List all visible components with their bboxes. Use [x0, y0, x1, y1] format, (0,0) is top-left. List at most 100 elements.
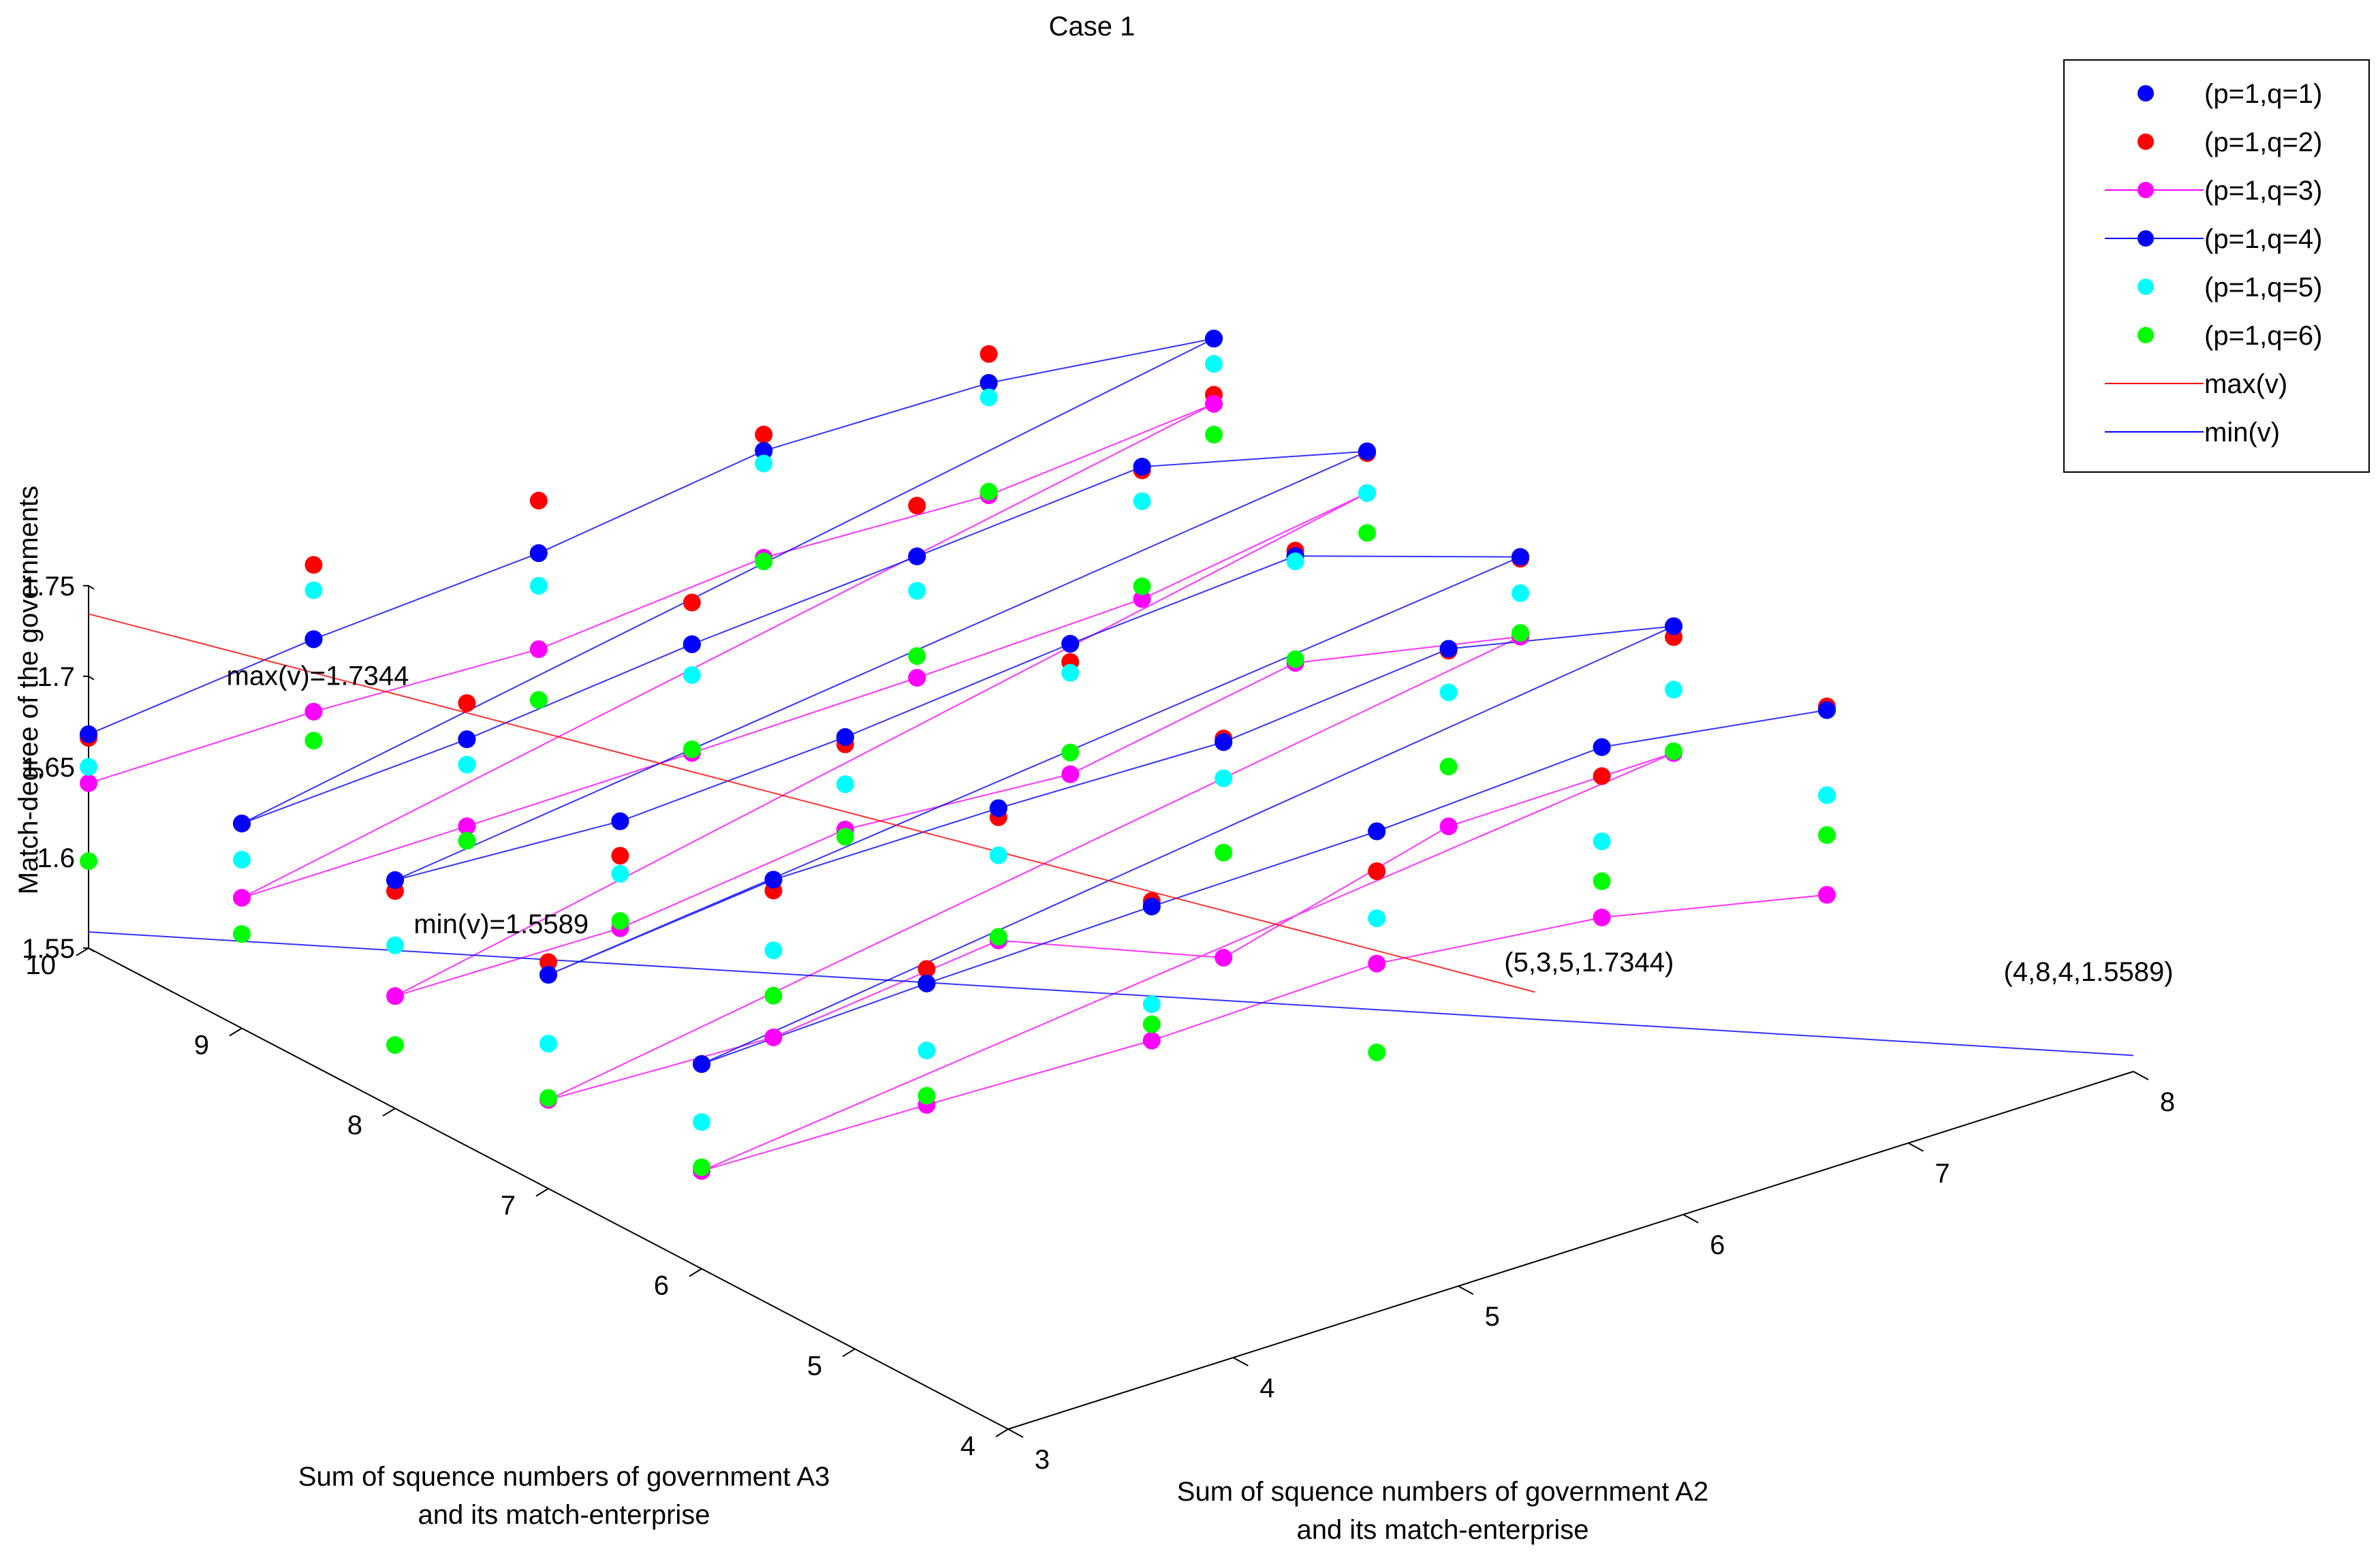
- data-point: [908, 497, 926, 515]
- data-point: [683, 593, 701, 612]
- legend-marker: [2138, 85, 2154, 101]
- series-line: [88, 338, 1828, 1065]
- data-point: [918, 1042, 936, 1060]
- legend-label: (p=1,q=5): [2204, 272, 2322, 302]
- data-point: [836, 775, 854, 794]
- data-point: [908, 669, 926, 687]
- legend-marker: [2138, 134, 2154, 150]
- chart-title: Case 1: [1049, 12, 1136, 42]
- data-point: [233, 851, 251, 869]
- z-tick-label: 1.7: [37, 662, 75, 692]
- data-point: [693, 1158, 710, 1176]
- data-point: [1593, 908, 1611, 926]
- data-point: [908, 647, 926, 666]
- data-point: [304, 581, 323, 599]
- data-point: [1512, 548, 1529, 566]
- data-point: [386, 936, 404, 954]
- y-tick: [842, 1348, 856, 1358]
- data-point: [1133, 590, 1151, 608]
- legend-label: (p=1,q=2): [2204, 127, 2322, 157]
- data-point: [233, 814, 251, 832]
- data-point: [458, 694, 476, 713]
- data-point: [611, 864, 629, 883]
- data-point: [1439, 640, 1458, 658]
- data-point: [1133, 458, 1151, 476]
- data-point: [1368, 822, 1386, 841]
- data-point: [1818, 701, 1836, 719]
- data-point: [683, 740, 701, 758]
- data-point: [1818, 886, 1836, 904]
- data-point: [1665, 742, 1682, 760]
- data-point: [918, 960, 936, 978]
- data-point: [1061, 663, 1080, 682]
- series-line: [88, 403, 1828, 1172]
- y-tick: [535, 1188, 549, 1197]
- data-point: [1061, 743, 1080, 762]
- data-point: [1142, 1031, 1161, 1050]
- annotation-label: max(v)=1.7344: [227, 661, 409, 691]
- data-point: [458, 817, 476, 835]
- data-point: [980, 374, 998, 392]
- series-lines: [88, 338, 2134, 1172]
- data-point: [233, 888, 251, 907]
- data-point: [529, 544, 548, 563]
- data-point: [764, 871, 783, 889]
- z-tick-label: 1.75: [22, 572, 75, 601]
- data-point: [1358, 524, 1376, 542]
- data-point: [233, 925, 251, 943]
- y-tick: [382, 1108, 396, 1117]
- data-point: [1358, 442, 1376, 460]
- annotation-label: min(v)=1.5589: [413, 909, 589, 939]
- y-tick: [689, 1268, 702, 1277]
- data-point: [304, 630, 323, 648]
- data-point: [539, 1035, 557, 1053]
- series-line: [88, 613, 1535, 993]
- data-point: [918, 974, 936, 992]
- y-tick: [995, 1428, 1009, 1437]
- data-point: [386, 1036, 404, 1054]
- data-point: [1593, 872, 1611, 890]
- data-point: [1286, 650, 1304, 668]
- data-point: [683, 666, 701, 684]
- data-point: [1439, 757, 1458, 776]
- y-axis-label-line2: and its match-enterprise: [418, 1500, 710, 1530]
- data-point: [80, 757, 97, 776]
- x-tick: [1007, 1428, 1024, 1438]
- data-point: [908, 547, 926, 565]
- legend-label: (p=1,q=1): [2204, 79, 2322, 109]
- x-axis-line: [1007, 1071, 2134, 1430]
- data-point: [458, 755, 476, 774]
- data-point: [1368, 909, 1386, 928]
- y-tick-label: 7: [501, 1191, 516, 1221]
- x-axis-label-line1: Sum of squence numbers of government A2: [1177, 1477, 1708, 1507]
- legend-box: [2063, 59, 2370, 473]
- y-tick-label: 10: [26, 950, 57, 980]
- y-tick-label: 9: [194, 1031, 209, 1061]
- y-tick-label: 8: [347, 1110, 362, 1140]
- data-point: [1061, 765, 1080, 783]
- data-point: [1593, 767, 1611, 785]
- data-point: [1439, 817, 1458, 836]
- x-tick: [1232, 1357, 1249, 1366]
- data-point: [1665, 617, 1682, 636]
- data-point: [1215, 733, 1233, 751]
- data-point: [1133, 577, 1151, 595]
- data-point: [529, 640, 548, 659]
- data-point: [989, 846, 1007, 864]
- data-point: [1665, 681, 1682, 699]
- data-point: [539, 966, 557, 984]
- data-point: [1061, 635, 1080, 653]
- data-point: [1286, 552, 1304, 571]
- data-point: [1593, 832, 1611, 851]
- y-axis-label-line1: Sum of squence numbers of government A3: [298, 1462, 830, 1492]
- data-point: [755, 441, 773, 460]
- data-point: [1368, 1043, 1386, 1061]
- annotation-label: (4,8,4,1.5589): [2003, 957, 2173, 987]
- data-point: [1142, 995, 1161, 1014]
- x-tick-label: 5: [1485, 1302, 1500, 1332]
- data-point: [836, 728, 854, 747]
- z-tick-label: 1.6: [37, 843, 75, 873]
- data-point: [980, 345, 998, 363]
- data-point: [529, 691, 548, 709]
- data-point: [304, 702, 323, 721]
